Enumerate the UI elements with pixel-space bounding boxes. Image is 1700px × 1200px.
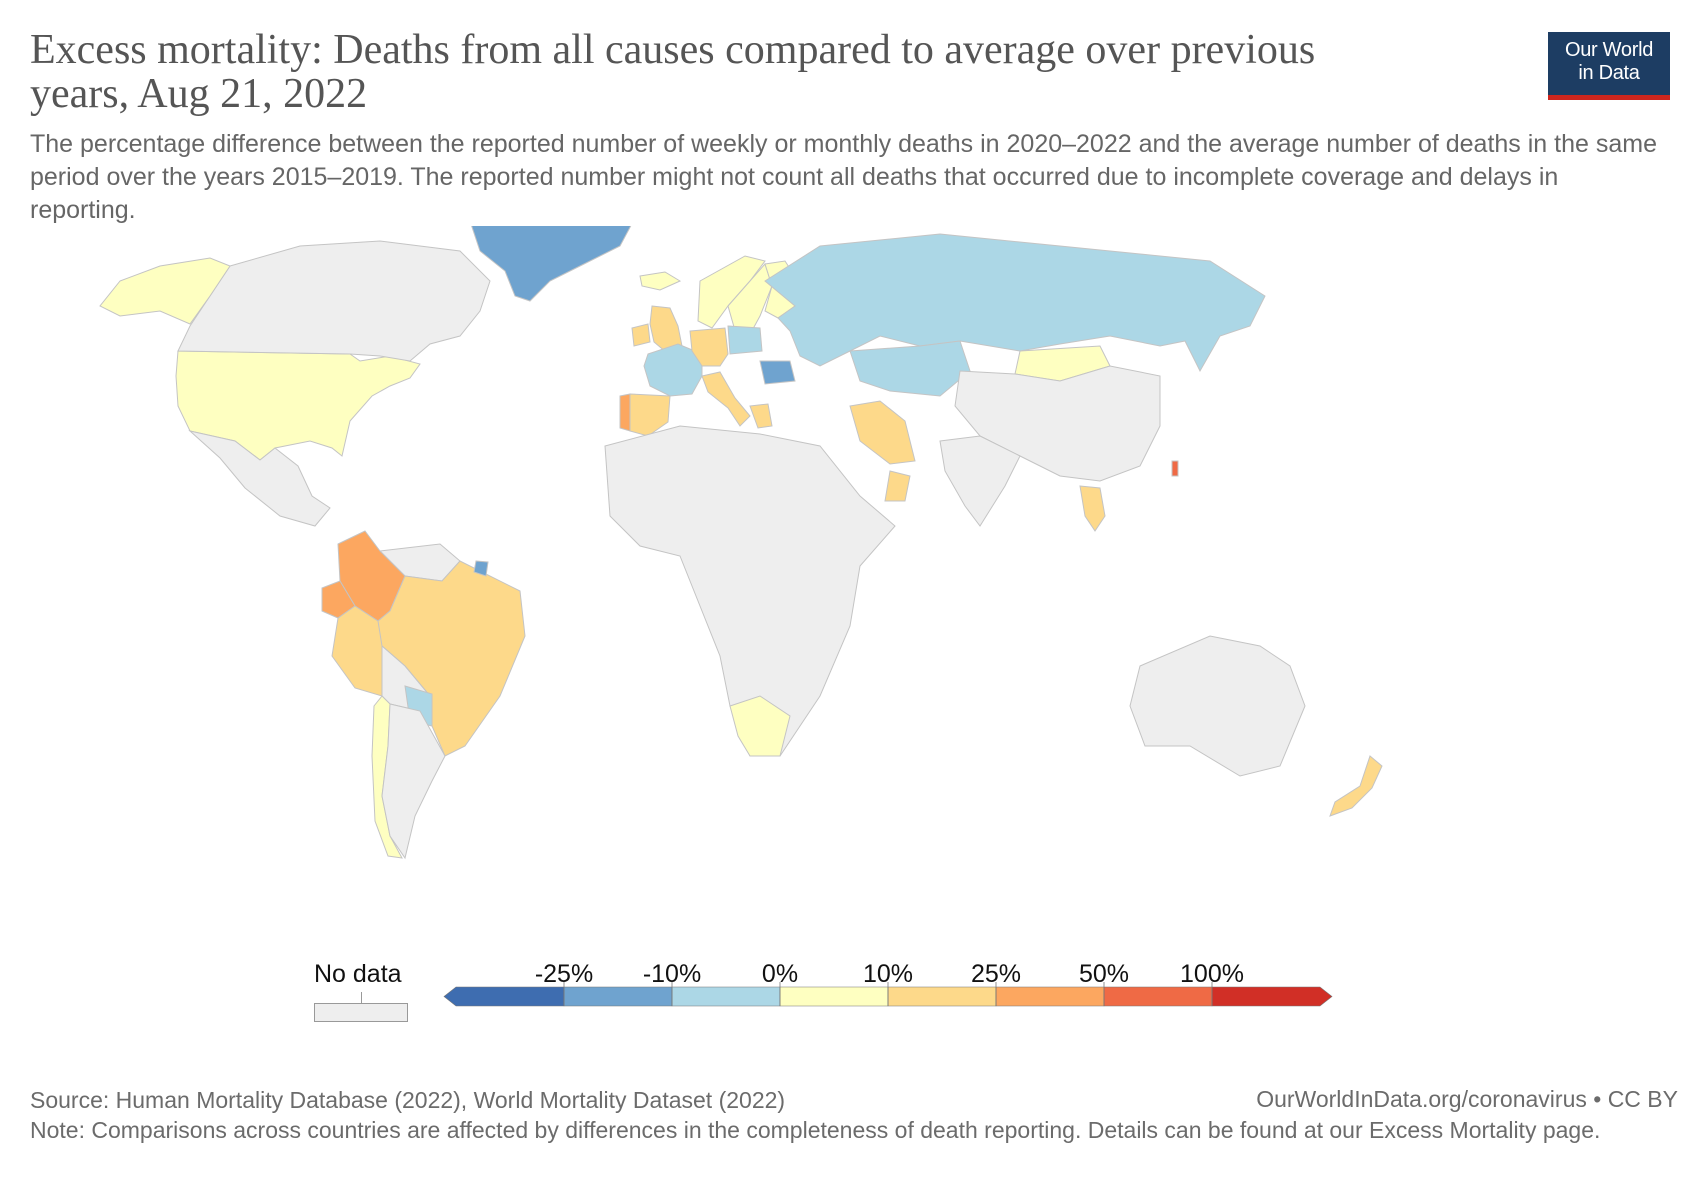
country-south-africa[interactable]: South Africa [729, 695, 791, 757]
country-greenland[interactable]: Greenland [470, 226, 635, 302]
country-mexico[interactable]: Mexico [188, 430, 331, 527]
country-romania[interactable]: Romania [759, 360, 796, 385]
country-poland[interactable]: Poland [727, 325, 763, 355]
legend-bin-6[interactable] [1103, 986, 1213, 1007]
country-portugal[interactable]: Portugal [619, 393, 631, 432]
world-map: United StatesCanadaAlaska (United States… [60, 226, 1560, 946]
country-kazakhstan[interactable]: Kazakhstan [849, 340, 971, 397]
logo-line-2: in Data [1578, 62, 1640, 84]
country-france[interactable]: France [643, 343, 703, 397]
country-germany[interactable]: Germany [689, 327, 729, 367]
country-thailand[interactable]: Thailand [1079, 485, 1106, 532]
no-data-label: No data [314, 960, 402, 988]
legend-bin-1[interactable] [563, 986, 673, 1007]
legend-bin-2[interactable] [671, 986, 781, 1007]
country-alaska-united-states[interactable]: Alaska (United States) [99, 257, 231, 325]
country-new-zealand[interactable]: New Zealand [1329, 755, 1383, 817]
legend-bin-0[interactable] [443, 986, 565, 1007]
credit-link[interactable]: OurWorldInData.org/coronavirus • CC BY [1256, 1086, 1678, 1112]
country-australia[interactable]: Australia [1129, 635, 1306, 777]
chart-subtitle: The percentage difference between the re… [30, 130, 1657, 224]
country-argentina[interactable]: Argentina [381, 703, 446, 860]
country-iran[interactable]: Iran [849, 400, 916, 465]
country-ireland[interactable]: Ireland [631, 323, 651, 347]
country-iceland[interactable]: Iceland [639, 271, 682, 291]
chart-title: Excess mortality: Deaths from all causes… [30, 27, 1316, 117]
country-italy[interactable]: Italy [701, 371, 751, 427]
no-data-swatch[interactable] [314, 1003, 408, 1022]
legend-bin-5[interactable] [995, 986, 1105, 1007]
legend-color-bar [443, 982, 1333, 1007]
owid-logo[interactable]: Our World in Data [1548, 32, 1670, 100]
note-text: Note: Comparisons across countries are a… [30, 1117, 1601, 1143]
no-data-tick [361, 992, 362, 1004]
country-taiwan[interactable]: Taiwan [1171, 460, 1179, 477]
logo-line-1: Our World [1564, 39, 1654, 61]
country-russia[interactable]: Russia [764, 233, 1266, 373]
country-india[interactable]: India [939, 435, 1021, 527]
country-oman[interactable]: Oman [884, 470, 911, 502]
country-suriname[interactable]: Suriname [473, 560, 489, 577]
legend-bin-7[interactable] [1211, 986, 1333, 1007]
country-africa-no-data[interactable]: Africa (no data) [604, 425, 896, 757]
legend-bin-4[interactable] [887, 986, 997, 1007]
legend-bin-3[interactable] [779, 986, 889, 1007]
source-text: Source: Human Mortality Database (2022),… [30, 1087, 786, 1113]
country-greece[interactable]: Greece [749, 403, 773, 429]
country-canada[interactable]: Canada [177, 240, 491, 362]
legend: No data -25% -10% 0% 10% 25% 50% 100% [0, 960, 1700, 1040]
